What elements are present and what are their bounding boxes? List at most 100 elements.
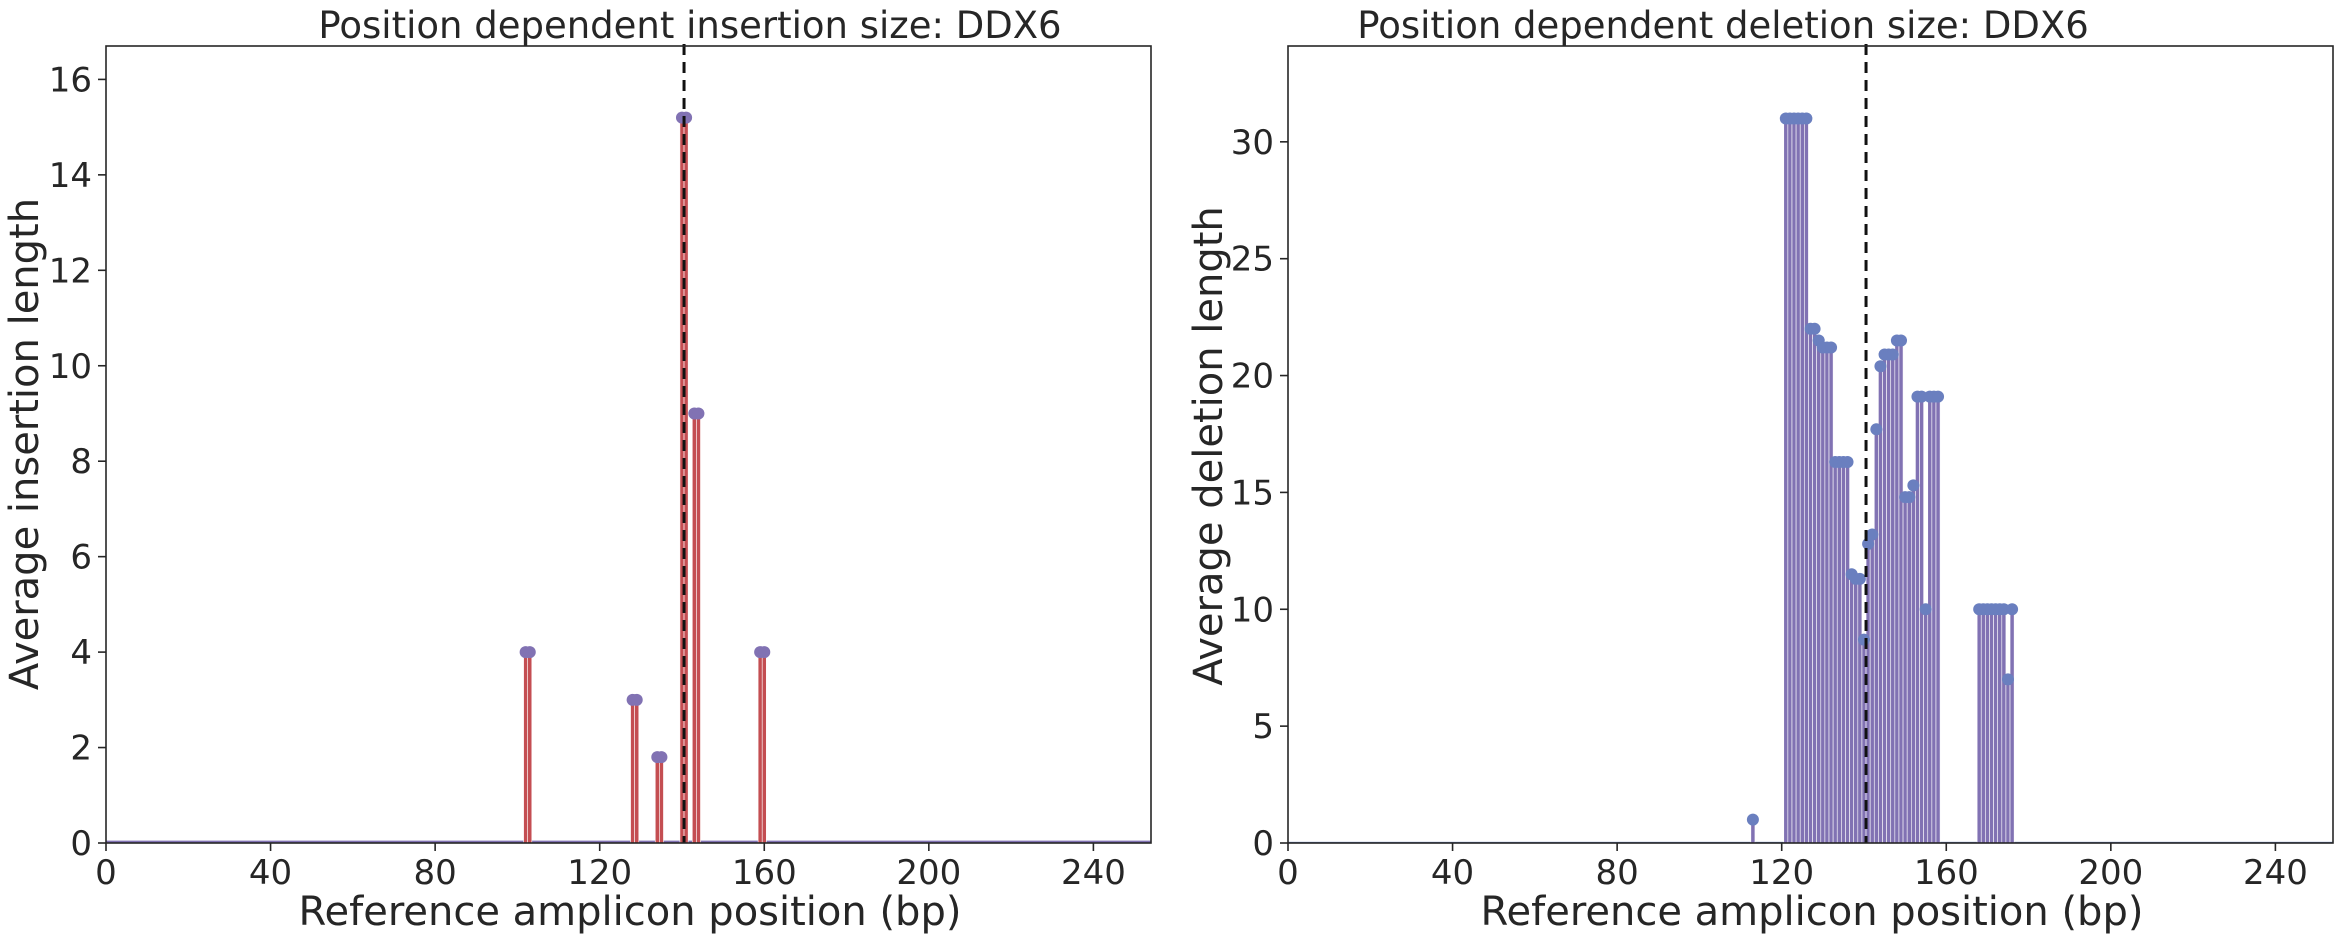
deletion-bar <box>1869 534 1875 844</box>
deletion-point <box>2006 603 2019 616</box>
insertion-x-tick-label: 0 <box>95 853 117 893</box>
deletion-bar <box>1841 461 1846 844</box>
deletion-point <box>1808 322 1821 335</box>
deletion-point <box>1841 456 1854 469</box>
insertion-y-tick-label: 14 <box>49 156 92 196</box>
deletion-x-tick-label: 200 <box>2078 853 2143 893</box>
insertion-bar <box>691 413 697 844</box>
deletion-point <box>1800 112 1813 125</box>
insertion-point <box>655 751 668 764</box>
deletion-bar <box>1898 340 1904 844</box>
deletion-y-tick-label: 30 <box>1231 123 1274 163</box>
deletion-point <box>1903 491 1916 504</box>
insertion-y-tick-label: 16 <box>49 60 92 100</box>
insertion-bar <box>659 756 664 844</box>
insertion-point <box>523 646 536 659</box>
deletion-point <box>1886 348 1899 361</box>
insertion-bar <box>696 413 701 844</box>
insertion-point <box>758 646 771 659</box>
insertion-size-chart: 0 40 80 120 160 200 240 0 2 4 6 8 10 12 14 16 Position … <box>2 4 1152 935</box>
deletion-point <box>1895 334 1908 347</box>
insertion-point <box>680 111 693 124</box>
deletion-point <box>1915 390 1928 403</box>
insertion-x-tick-label: 200 <box>896 853 961 893</box>
insertion-chart-title: Position dependent insertion size: DDX6 <box>318 4 1061 47</box>
deletion-bar <box>1849 573 1854 844</box>
deletion-bar <box>1861 639 1867 844</box>
deletion-bar <box>1993 608 1998 844</box>
deletion-point <box>1857 633 1870 646</box>
deletion-bar <box>1923 608 1929 844</box>
deletion-bar <box>1873 429 1879 844</box>
deletion-bar <box>1886 354 1892 844</box>
insertion-y-tick-label: 10 <box>49 347 92 387</box>
deletion-point <box>1870 423 1883 436</box>
deletion-point <box>1825 341 1838 354</box>
deletion-y-tick-label: 5 <box>1252 707 1274 747</box>
deletion-x-tick-label: 0 <box>1277 853 1299 893</box>
deletion-point <box>1997 603 2010 616</box>
deletion-bar <box>1894 340 1900 844</box>
insertion-x-tick-label: 160 <box>732 853 797 893</box>
deletion-bar <box>1890 354 1896 844</box>
deletion-point <box>1866 528 1879 541</box>
deletion-bar <box>1808 328 1813 844</box>
deletion-bar <box>1816 340 1822 844</box>
deletion-y-axis-label: Average deletion length <box>1186 206 1232 686</box>
deletion-bar <box>2001 608 2007 844</box>
deletion-bar <box>1783 118 1789 844</box>
deletion-bar <box>1828 347 1834 844</box>
deletion-y-tick-label: 0 <box>1252 824 1274 864</box>
deletion-point <box>1907 479 1920 492</box>
insertion-bar <box>523 651 529 844</box>
deletion-bar <box>1878 365 1883 844</box>
deletion-bar <box>1799 118 1805 844</box>
deletion-bar <box>1787 118 1793 844</box>
deletion-point <box>1853 572 1866 585</box>
deletion-point <box>1874 360 1887 373</box>
deletion-bar <box>1836 461 1842 844</box>
insertion-bar <box>634 699 640 844</box>
deletion-bar <box>1935 396 1941 844</box>
insertion-x-tick-label: 120 <box>567 853 632 893</box>
deletion-bar <box>1997 608 2003 844</box>
insertion-x-tick-label: 240 <box>1061 853 1126 893</box>
insertion-y-tick-label: 6 <box>70 538 92 578</box>
deletion-bar <box>1906 496 1912 844</box>
insertion-y-tick-label: 8 <box>70 442 92 482</box>
deletion-point <box>2001 673 2014 686</box>
deletion-axes-frame <box>1287 45 2334 844</box>
deletion-bar <box>2005 679 2011 844</box>
insertion-x-axis-label: Reference amplicon position (bp) <box>299 889 962 935</box>
deletion-x-axis-label: Reference amplicon position (bp) <box>1481 889 2144 935</box>
deletion-point <box>1932 390 1945 403</box>
deletion-bar <box>1989 608 1994 844</box>
insertion-bar <box>630 699 635 844</box>
insertion-point <box>692 407 705 420</box>
insertion-y-axis-label: Average insertion length <box>2 198 48 690</box>
deletion-bar <box>1927 396 1933 844</box>
insertion-plot-area: 0 40 80 120 160 200 240 0 2 4 6 8 10 12 14 16 <box>49 44 1152 893</box>
deletion-y-tick-label: 10 <box>1231 590 1274 630</box>
insertion-baseline <box>106 840 1151 843</box>
insertion-y-tick-label: 0 <box>70 824 92 864</box>
deletion-bar <box>2009 608 2015 844</box>
deletion-bar <box>1845 461 1850 844</box>
deletion-bar <box>1804 118 1809 844</box>
deletion-y-tick-label: 20 <box>1231 357 1274 397</box>
deletion-chart-title: Position dependent deletion size: DDX6 <box>1357 4 2089 47</box>
deletion-y-tick-label: 25 <box>1231 240 1274 280</box>
deletion-size-chart: 0 40 80 120 160 200 240 0 5 10 15 20 25 30 Position d… <box>1186 4 2334 935</box>
insertion-y-tick-label: 4 <box>70 633 92 673</box>
insertion-bar <box>761 651 767 844</box>
insertion-bar <box>757 651 763 844</box>
deletion-bar <box>1910 485 1916 844</box>
insertion-bar <box>654 756 660 844</box>
deletion-bar <box>1791 118 1797 844</box>
deletion-x-tick-label: 80 <box>1596 853 1639 893</box>
deletion-bar <box>1915 396 1920 844</box>
insertion-axes-frame <box>105 45 1152 844</box>
insertion-x-tick-label: 40 <box>249 853 292 893</box>
deletion-bar <box>1985 608 1990 844</box>
deletion-point <box>1746 813 1759 826</box>
